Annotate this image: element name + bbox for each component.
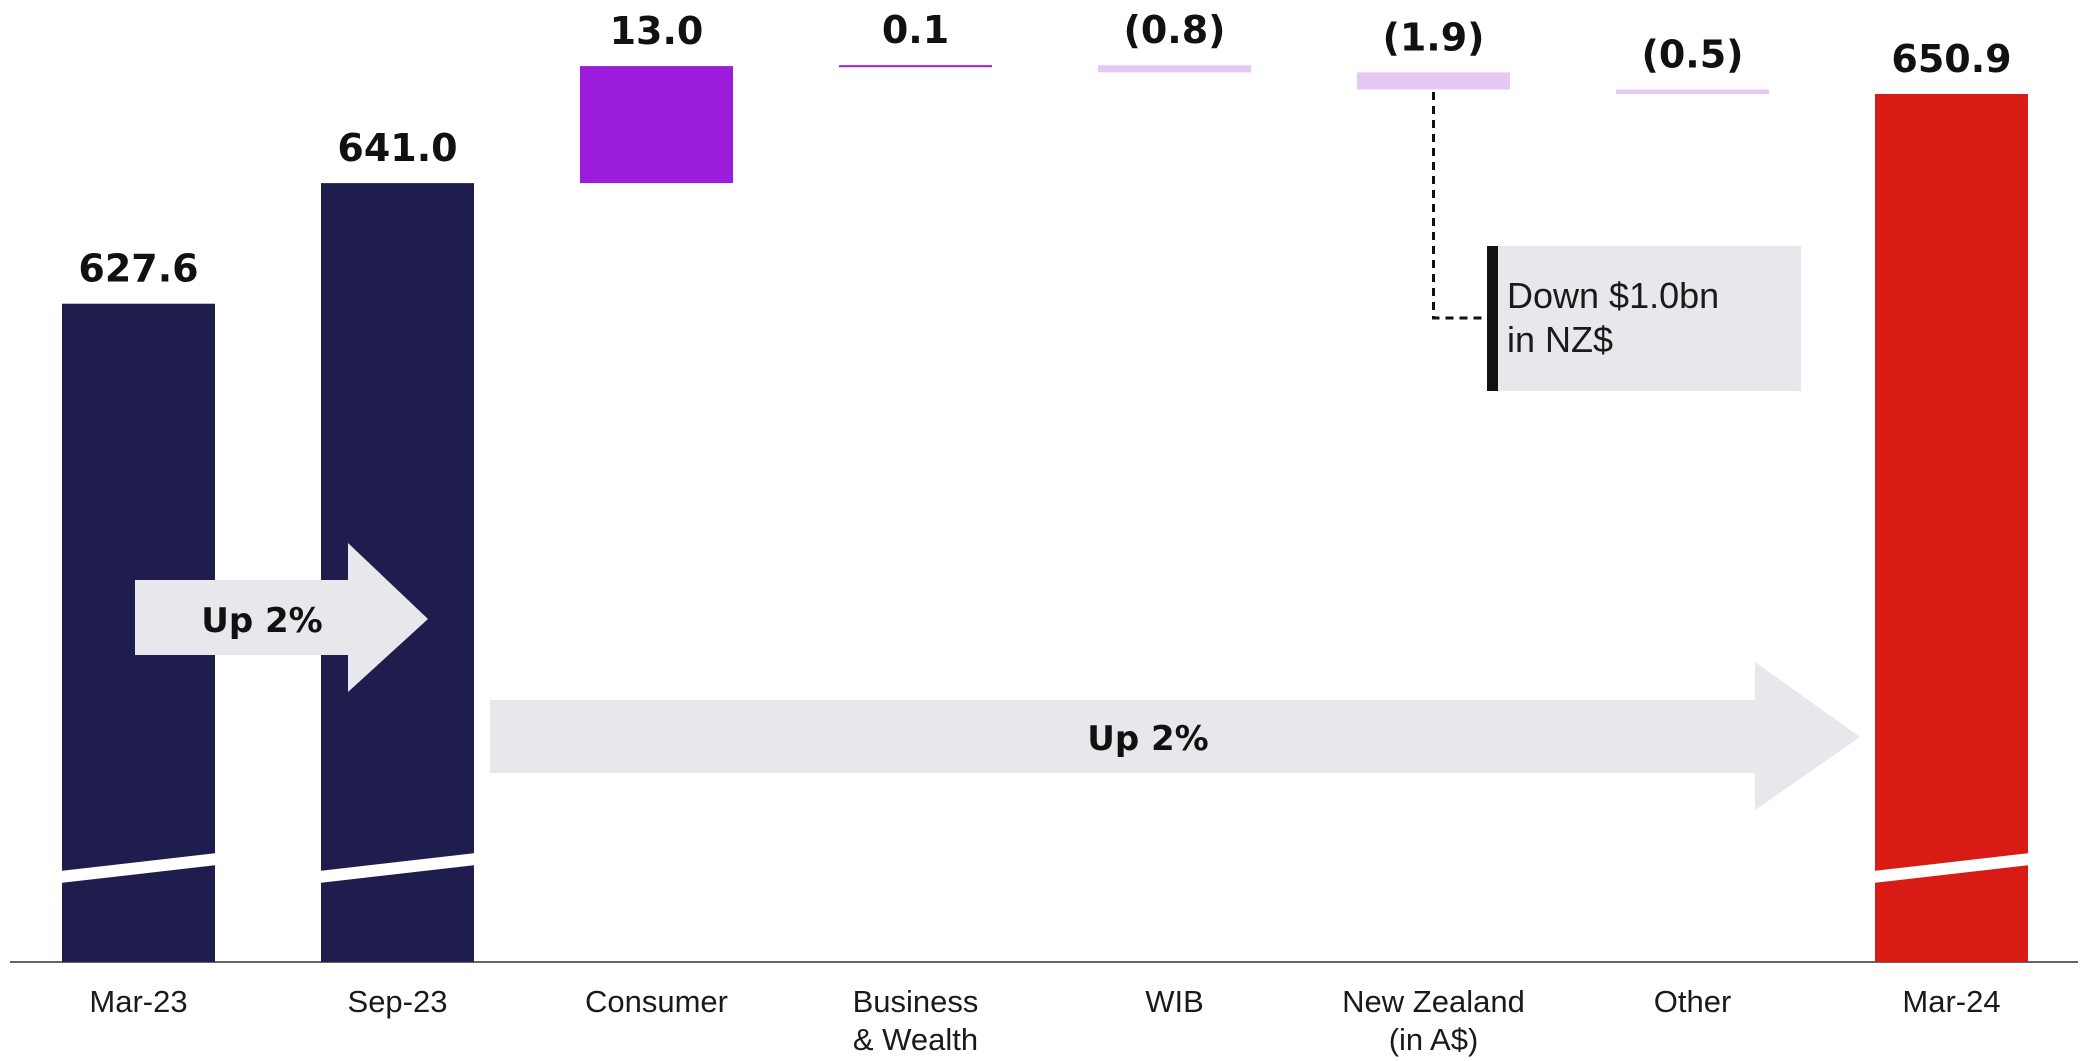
axis-break-mark	[319, 853, 476, 883]
bar-3	[839, 65, 992, 68]
bar-value-label: 0.1	[882, 8, 949, 52]
callout-box	[1487, 246, 1801, 391]
axis-break-mark	[60, 853, 217, 883]
bar-value-label: 641.0	[337, 126, 457, 170]
bar-6	[1616, 89, 1769, 94]
short-arrow	[135, 543, 428, 692]
callout-marker	[1487, 246, 1498, 391]
long-arrow-label: Up 2%	[1087, 719, 1209, 759]
x-tick-label: & Wealth	[853, 1022, 978, 1057]
x-tick-label: (in A$)	[1389, 1022, 1479, 1057]
callout-text: in NZ$	[1507, 319, 1613, 360]
bar-value-label: (1.9)	[1382, 15, 1484, 59]
short-arrow-label: Up 2%	[201, 601, 323, 641]
bar-value-label: 627.6	[78, 247, 198, 291]
x-tick-label: Consumer	[585, 984, 728, 1019]
bar-value-label: 13.0	[610, 9, 704, 53]
long-arrow	[490, 662, 1860, 810]
bar-value-label: (0.8)	[1123, 8, 1225, 52]
x-tick-label: WIB	[1145, 984, 1204, 1019]
bar-7	[1875, 94, 2028, 962]
bar-4	[1098, 65, 1251, 73]
x-tick-label: Other	[1654, 984, 1732, 1019]
x-tick-label: Sep-23	[348, 984, 448, 1019]
bar-1	[321, 183, 474, 963]
axis-break-mark	[1873, 853, 2030, 883]
bar-value-label: 650.9	[1891, 37, 2011, 81]
callout-text: Down $1.0bn	[1507, 275, 1719, 316]
x-tick-label: Mar-24	[1902, 984, 2000, 1019]
bar-5	[1357, 72, 1510, 90]
callout-connector	[1432, 92, 1505, 320]
x-tick-label: Business	[853, 984, 979, 1019]
bar-value-label: (0.5)	[1641, 33, 1743, 77]
x-tick-label: Mar-23	[89, 984, 187, 1019]
bar-2	[580, 66, 733, 184]
x-tick-label: New Zealand	[1342, 984, 1525, 1019]
